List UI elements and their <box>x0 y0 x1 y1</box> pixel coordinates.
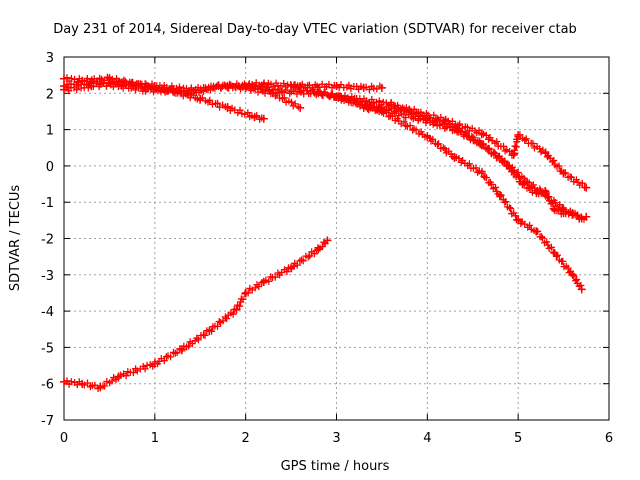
data-point <box>359 83 368 92</box>
data-point <box>332 82 341 91</box>
data-point <box>287 82 296 91</box>
x-tick-label: 1 <box>151 431 159 446</box>
x-axis-label: GPS time / hours <box>281 459 390 474</box>
y-tick-label: -1 <box>41 196 54 211</box>
data-point <box>259 80 268 89</box>
data-point <box>477 140 486 149</box>
data-point <box>60 74 68 83</box>
x-tick-label: 6 <box>605 431 613 446</box>
data-point <box>568 209 577 218</box>
data-point <box>577 285 586 294</box>
data-point <box>559 169 568 178</box>
point-markers <box>60 236 331 393</box>
x-tick-label: 3 <box>332 431 340 446</box>
x-tick-label: 2 <box>242 431 250 446</box>
data-point <box>541 187 550 196</box>
data-point <box>509 151 518 160</box>
data-point <box>532 227 541 236</box>
y-tick-label: -3 <box>41 269 54 284</box>
data-point <box>550 205 559 214</box>
y-tick-label: -7 <box>41 414 54 429</box>
data-point <box>323 236 332 245</box>
x-tick-label: 4 <box>423 431 431 446</box>
data-point <box>577 214 586 223</box>
y-tick-label: -5 <box>41 341 54 356</box>
data-point <box>241 288 250 297</box>
y-axis-label: SDTVAR / TECUs <box>8 185 23 292</box>
data-point <box>223 103 232 112</box>
data-point <box>441 116 450 125</box>
data-point <box>541 149 550 158</box>
x-tick-label: 5 <box>514 431 522 446</box>
data-point <box>287 263 296 272</box>
data-point <box>232 305 241 314</box>
data-point <box>314 245 323 254</box>
data-point <box>296 103 305 112</box>
data-point <box>559 209 568 218</box>
data-point <box>223 82 232 91</box>
data-point <box>259 278 268 287</box>
data-point <box>78 379 87 388</box>
data-point <box>196 94 205 103</box>
data-point <box>450 125 459 134</box>
data-series <box>60 73 591 393</box>
data-point <box>450 152 459 161</box>
data-point <box>114 372 123 381</box>
data-point <box>582 183 591 192</box>
data-point <box>150 82 159 91</box>
data-point <box>568 270 577 279</box>
chart-title: Day 231 of 2014, Sidereal Day-to-day VTE… <box>53 22 577 37</box>
data-point <box>477 129 486 138</box>
data-point <box>477 169 486 178</box>
data-point <box>377 83 386 92</box>
data-point <box>178 345 187 354</box>
data-point <box>60 85 68 94</box>
data-point <box>114 78 123 87</box>
y-tick-label: 3 <box>46 51 54 66</box>
series-arc-3 <box>60 77 386 95</box>
data-point <box>532 189 541 198</box>
data-point <box>187 85 196 94</box>
data-point <box>550 249 559 258</box>
data-point <box>278 87 286 96</box>
data-point <box>150 359 159 368</box>
series-arc-7 <box>359 103 591 192</box>
y-tick-label: 1 <box>46 124 54 139</box>
data-point <box>514 131 523 140</box>
data-point <box>78 76 87 85</box>
data-point <box>205 327 214 336</box>
data-point <box>414 114 423 123</box>
axis-ticks: 0 1 2 3 4 5 6 -7 -6 -5 -4 -3 -2 -1 0 1 2 3 <box>41 51 613 446</box>
y-tick-label: 0 <box>46 160 54 175</box>
data-point <box>332 92 341 101</box>
plot-frame <box>63 56 610 421</box>
y-tick-label: 2 <box>46 87 54 102</box>
x-tick-label: 0 <box>60 431 68 446</box>
data-point <box>405 105 414 114</box>
y-tick-label: -6 <box>41 378 54 393</box>
data-point <box>359 103 368 112</box>
data-point <box>518 180 527 189</box>
data-point <box>250 112 259 121</box>
data-point <box>496 190 504 199</box>
y-tick-label: -4 <box>41 305 54 320</box>
data-point <box>500 158 509 167</box>
data-point <box>60 377 68 386</box>
data-point <box>87 82 96 91</box>
data-point <box>423 132 432 141</box>
data-point <box>241 82 250 91</box>
data-point <box>96 383 105 392</box>
y-tick-label: -2 <box>41 233 54 248</box>
series-arc-8 <box>60 236 332 393</box>
data-point <box>514 216 523 225</box>
data-point <box>259 114 268 123</box>
data-point <box>582 212 591 221</box>
